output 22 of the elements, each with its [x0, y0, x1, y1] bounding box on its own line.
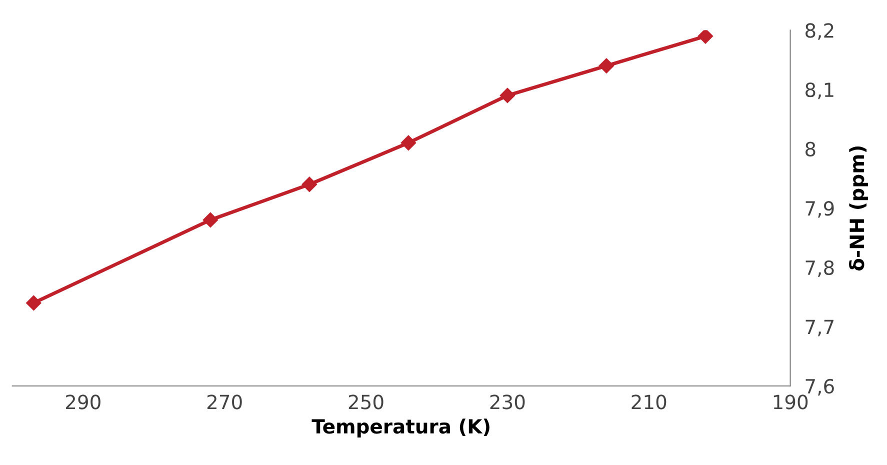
point — [500, 88, 516, 104]
y-tick-label: 7,7 — [806, 320, 834, 336]
x-tick-label: 270 — [207, 394, 242, 410]
y-tick-label: 7,9 — [806, 201, 834, 218]
x-tick-label: 290 — [66, 394, 100, 410]
y-tick-label: 7,6 — [806, 378, 834, 396]
point — [598, 58, 614, 74]
y-axis-title: δ-NH (ppm) — [849, 146, 868, 271]
point — [26, 295, 42, 311]
x-tick-label: 210 — [632, 394, 666, 410]
y-tick-label: 7,8 — [806, 260, 834, 278]
point — [302, 176, 318, 192]
point — [400, 135, 416, 150]
y-tick-label: 8 — [806, 142, 816, 156]
x-tick-label: 230 — [490, 394, 525, 410]
y-tick-label: 8,1 — [806, 82, 834, 100]
point — [698, 30, 714, 44]
point — [202, 212, 218, 228]
x-tick-label: 190 — [774, 394, 808, 410]
x-tick-label: 250 — [348, 394, 384, 410]
y-tick-label: 8,2 — [806, 23, 834, 40]
x-axis-title: Temperatura (K) — [312, 418, 490, 438]
